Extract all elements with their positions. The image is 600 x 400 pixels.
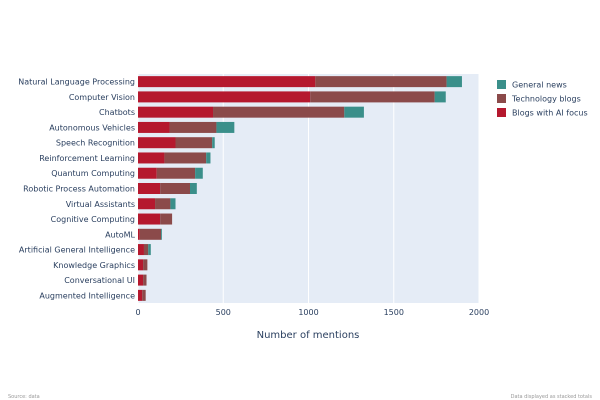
legend[interactable]: General news Technology blogs Blogs with A… (497, 80, 588, 118)
category-label: Computer Vision (69, 93, 135, 102)
legend-item-label[interactable]: Blogs with AI focus (512, 109, 588, 118)
bar-segment (143, 274, 147, 286)
bar-segment (138, 91, 311, 103)
bar-segment (213, 106, 345, 118)
x-tick-label: 1000 (298, 308, 318, 317)
bar-segment (138, 167, 157, 179)
bars (138, 76, 462, 301)
x-tick-label: 2000 (469, 308, 489, 317)
category-label: Augmented Intelligence (39, 291, 135, 300)
bar-segment (169, 121, 217, 133)
category-label: Robotic Process Automation (23, 185, 135, 194)
category-label: Knowledge Graphics (53, 261, 135, 270)
bar-segment (195, 167, 203, 179)
bar-segment (175, 137, 213, 149)
category-label: Chatbots (99, 108, 135, 117)
category-labels: Natural Language Processing Computer Visi… (18, 78, 135, 301)
bar-segment (138, 106, 214, 118)
bar-segment (170, 198, 176, 210)
bar-segment (160, 213, 173, 225)
bar-segment (138, 244, 144, 256)
legend-swatch (497, 94, 506, 103)
legend-item-label[interactable]: General news (512, 81, 567, 90)
legend-swatch (497, 108, 506, 117)
bar-segment (138, 274, 144, 286)
bar-segment (138, 152, 165, 164)
bar-segment (138, 228, 140, 240)
category-label: Reinforcement Learning (39, 154, 135, 163)
bar-segment (139, 228, 162, 240)
footer-right-note: Data displayed as stacked totals (511, 394, 593, 400)
bar-segment (216, 121, 235, 133)
legend-swatch (497, 80, 506, 89)
footer-left-note: Source: data (8, 394, 40, 400)
category-label: Conversational UI (64, 276, 135, 285)
bar-segment (156, 167, 196, 179)
bar-segment (138, 198, 156, 210)
bar-segment (164, 152, 207, 164)
category-label: Virtual Assistants (66, 200, 135, 209)
bar-segment (161, 228, 162, 240)
legend-item-label[interactable]: Technology blogs (511, 95, 581, 104)
bar-segment (138, 183, 161, 194)
x-axis-title: Number of mentions (257, 330, 360, 341)
bar-segment (143, 244, 149, 256)
category-label: Artificial General Intelligence (19, 246, 135, 255)
bar-segment (138, 137, 176, 149)
bar-segment (138, 76, 316, 88)
bar-segment (138, 121, 170, 133)
bar-segment (155, 198, 171, 210)
bar-segment (212, 137, 215, 149)
bar-segment (160, 183, 191, 194)
bar-segment (148, 244, 151, 256)
x-tick-label: 0 (135, 308, 140, 317)
x-tick-labels: 0 500 1000 1500 2000 (135, 308, 489, 317)
category-label: Natural Language Processing (18, 78, 135, 87)
category-label: Speech Recognition (56, 139, 135, 148)
category-label: Autonomous Vehicles (49, 123, 135, 132)
bar-segment (138, 213, 161, 225)
bar-segment (344, 106, 364, 118)
category-label: Cognitive Computing (51, 215, 135, 224)
bar-segment (315, 76, 447, 88)
bar-segment (138, 289, 143, 301)
bar-segment (310, 91, 435, 103)
x-tick-label: 1500 (384, 308, 404, 317)
bar-segment (142, 289, 146, 301)
bar-segment (446, 76, 462, 88)
bar-segment (138, 259, 144, 271)
bar-segment (190, 183, 197, 194)
category-label: Quantum Computing (51, 169, 135, 178)
bar-segment (206, 152, 211, 164)
bar-segment (143, 259, 148, 271)
category-label: AutoML (105, 230, 135, 239)
bar-segment (434, 91, 446, 103)
x-tick-label: 500 (216, 308, 231, 317)
